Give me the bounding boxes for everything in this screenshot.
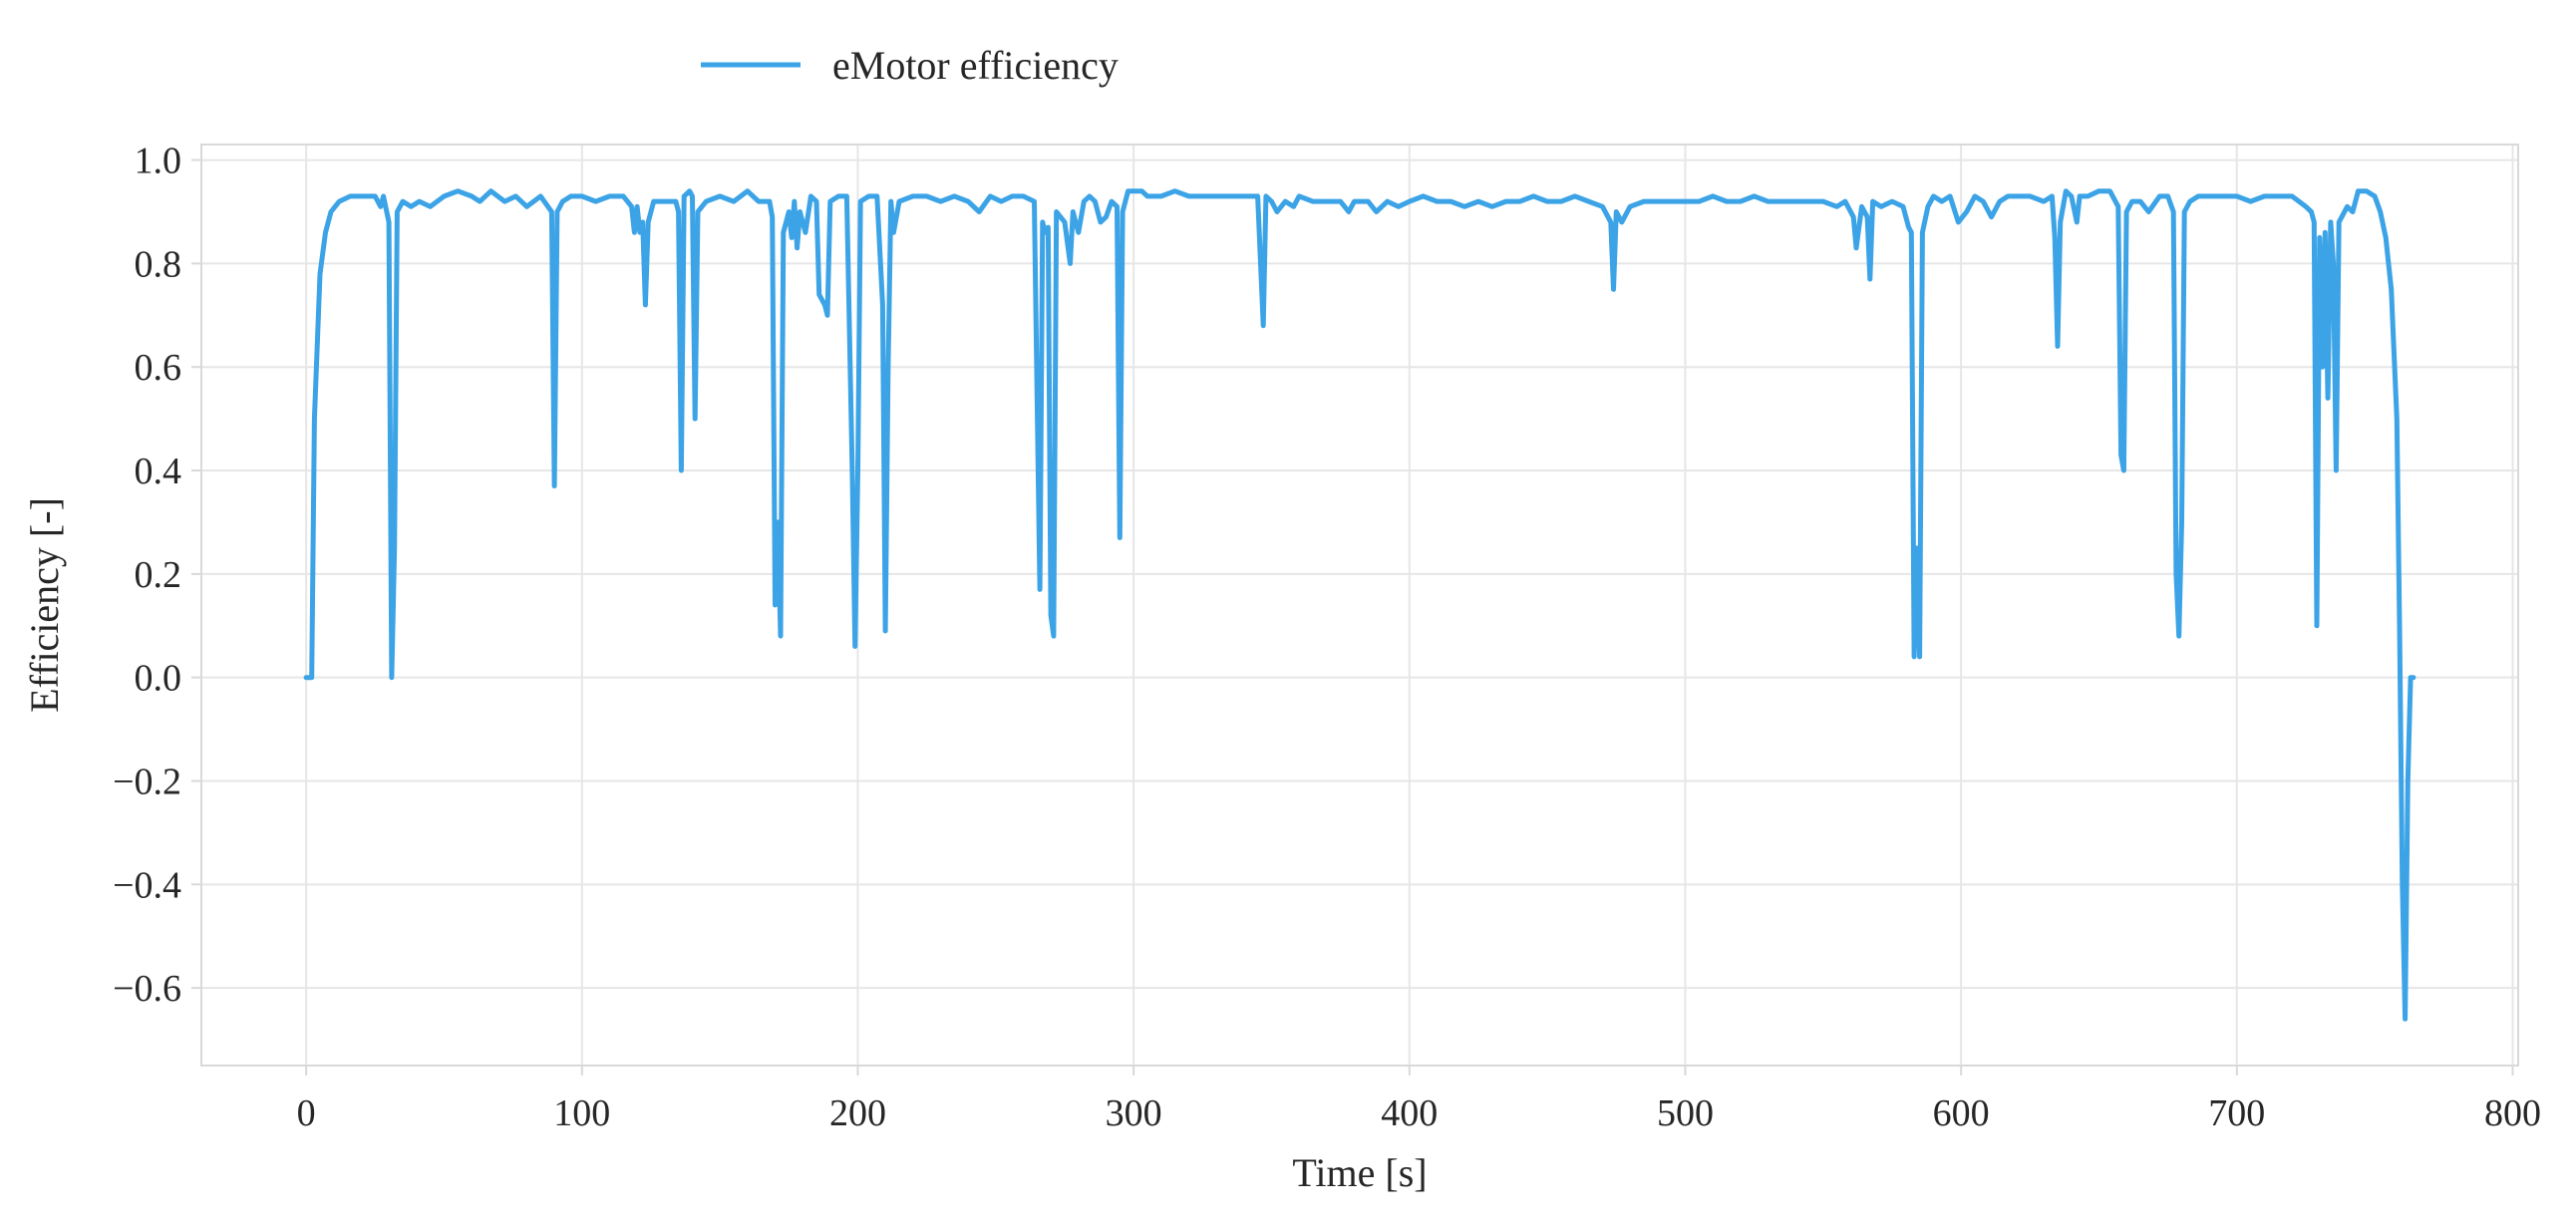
x-tick-label: 700: [2208, 1092, 2265, 1134]
y-tick-label: −0.4: [113, 864, 181, 906]
y-tick-label: 0.2: [135, 554, 182, 596]
grid-lines: [201, 145, 2518, 1066]
x-tick-label: 800: [2484, 1092, 2541, 1134]
x-axis-label: Time [s]: [1292, 1150, 1427, 1195]
x-tick-label: 600: [1933, 1092, 1990, 1134]
x-tick-label: 200: [829, 1092, 886, 1134]
y-axis-label: Efficiency [-]: [22, 497, 67, 713]
x-tick-label: 100: [553, 1092, 610, 1134]
series-line-emotor-efficiency: [303, 188, 2416, 1022]
legend-label: eMotor efficiency: [832, 43, 1119, 88]
legend: eMotor efficiency: [701, 43, 1119, 88]
y-tick-label: 0.6: [135, 347, 182, 389]
y-tick-label: 1.0: [135, 141, 182, 182]
y-tick-label: −0.2: [113, 761, 181, 802]
series-layer: [303, 188, 2416, 1022]
x-tick-label: 0: [297, 1092, 316, 1134]
x-tick-label: 500: [1657, 1092, 1714, 1134]
y-tick-label: −0.6: [113, 968, 181, 1010]
y-tick-label: 0.0: [135, 658, 182, 700]
y-tick-label: 0.4: [135, 451, 182, 492]
y-tick-label: 0.8: [135, 243, 182, 285]
plot-area-frame: [200, 144, 2519, 1067]
x-tick-label: 400: [1381, 1092, 1438, 1134]
x-tick-label: 300: [1106, 1092, 1162, 1134]
axis-ticks: 0 100 200 300 400 500 600 700 800 1.0 0.8 0.6 0.4 0.2…: [113, 141, 2541, 1134]
